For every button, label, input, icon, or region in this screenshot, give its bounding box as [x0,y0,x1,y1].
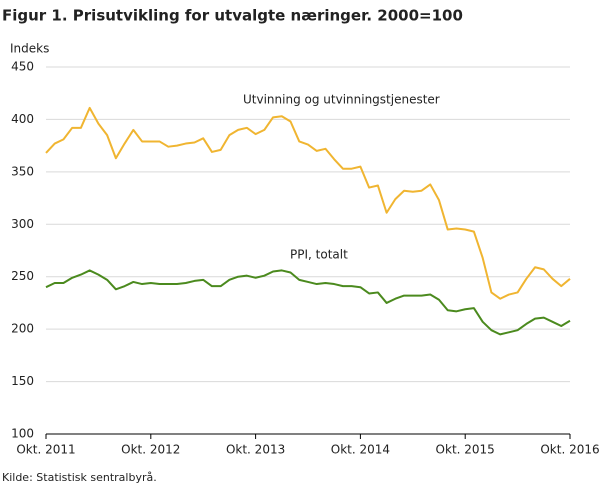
source: Kilde: Statistisk sentralbyrå. [2,471,157,484]
y-tick-label: 400 [11,112,34,126]
chart-title: Figur 1. Prisutvikling for utvalgte næri… [2,7,463,25]
x-tick-label: Okt. 2012 [121,443,180,457]
y-tick-label: 150 [11,374,34,388]
series-label: Utvinning og utvinningstjenester [243,93,440,107]
y-tick-label: 450 [11,60,34,74]
x-tick-label: Okt. 2015 [436,443,495,457]
x-tick-label: Okt. 2013 [226,443,285,457]
y-tick-label: 100 [11,427,34,441]
x-tick-label: Okt. 2014 [331,443,390,457]
line [45,269,571,336]
series-label: PPI, totalt [290,248,348,262]
x-tick-label: Okt. 2011 [16,443,75,457]
y-tick-label: 200 [11,322,34,336]
y-axis-label: Indeks [10,42,49,56]
y-tick-label: 250 [11,269,34,283]
line [45,106,571,300]
x-tick-label: Okt. 2016 [540,443,599,457]
y-tick-label: 300 [11,217,34,231]
y-tick-label: 350 [11,164,34,178]
